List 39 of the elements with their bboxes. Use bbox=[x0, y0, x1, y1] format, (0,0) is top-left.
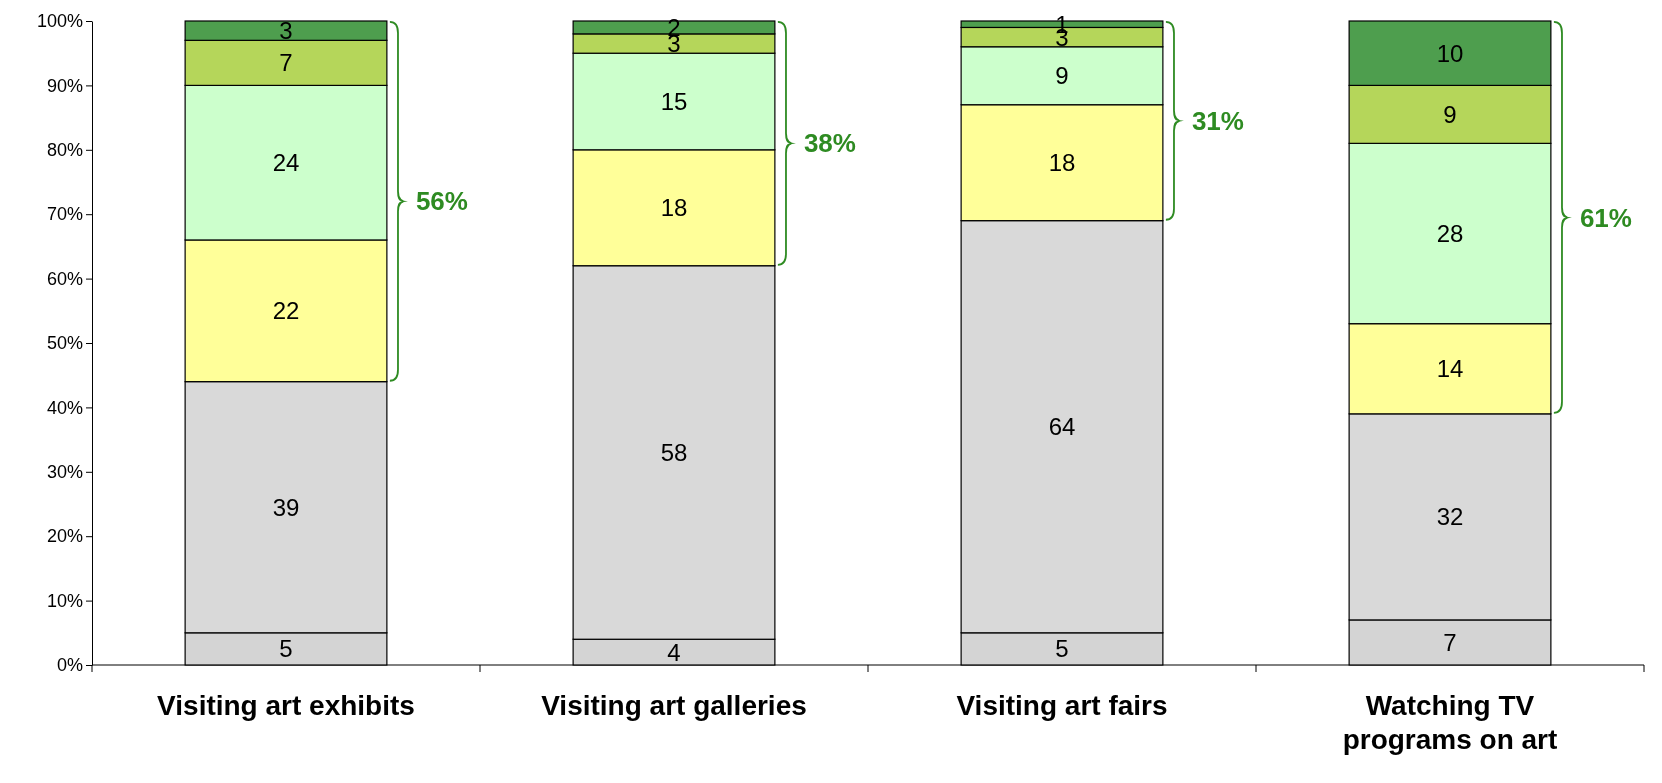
data-label: 15 bbox=[660, 87, 688, 115]
data-label: 7 bbox=[1443, 628, 1457, 656]
y-tick-label: 40% bbox=[46, 397, 83, 418]
x-tick-label: Visiting art fairs bbox=[956, 690, 1168, 721]
annotation: 56% bbox=[415, 186, 468, 217]
data-label: 3 bbox=[279, 17, 293, 45]
data-label: 5 bbox=[1055, 635, 1069, 663]
data-label: 18 bbox=[660, 194, 688, 222]
annotation: 38% bbox=[803, 128, 856, 159]
data-label: 9 bbox=[1055, 62, 1069, 90]
data-label: 58 bbox=[660, 438, 688, 466]
y-tick-label: 90% bbox=[46, 75, 83, 96]
data-label: 32 bbox=[1436, 503, 1464, 531]
y-tick-label: 10% bbox=[46, 590, 83, 611]
y-tick-label: 60% bbox=[46, 268, 83, 289]
data-label: 39 bbox=[272, 493, 300, 521]
data-label: 14 bbox=[1436, 355, 1464, 383]
data-label: 64 bbox=[1048, 413, 1076, 441]
x-tick-label: Watching TV programs on art bbox=[1342, 690, 1558, 755]
y-tick-label: 20% bbox=[46, 526, 83, 547]
data-label: 24 bbox=[272, 149, 300, 177]
y-tick-label: 50% bbox=[46, 333, 83, 354]
data-label: 4 bbox=[667, 638, 681, 666]
data-label: 22 bbox=[272, 297, 300, 325]
data-label: 9 bbox=[1443, 100, 1457, 128]
x-tick-label: Visiting art exhibits bbox=[157, 690, 415, 721]
annotation: 31% bbox=[1191, 105, 1244, 136]
annotation: 61% bbox=[1579, 202, 1632, 233]
y-tick-label: 100% bbox=[36, 11, 83, 32]
data-label: 28 bbox=[1436, 219, 1464, 247]
y-tick-label: 0% bbox=[56, 655, 83, 676]
data-label: 10 bbox=[1436, 39, 1464, 67]
data-label: 5 bbox=[279, 635, 293, 663]
y-tick-label: 30% bbox=[46, 462, 83, 483]
data-label: 7 bbox=[279, 49, 293, 77]
y-tick-label: 70% bbox=[46, 204, 83, 225]
y-tick-label: 80% bbox=[46, 140, 83, 161]
x-tick-label: Visiting art galleries bbox=[541, 690, 807, 721]
data-label: 18 bbox=[1048, 149, 1076, 177]
